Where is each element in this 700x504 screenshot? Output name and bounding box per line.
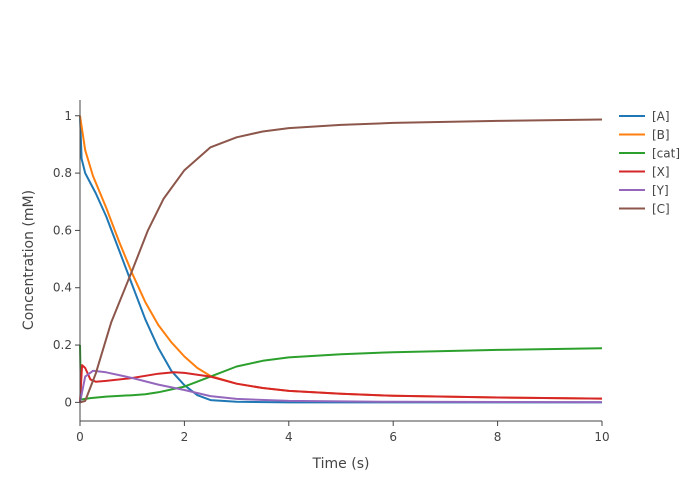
y-axis-label: Concentration (mM) (21, 190, 37, 330)
series-line-3 (79, 364, 603, 403)
x-tick-label: 8 (494, 430, 502, 444)
y-tick-label: 0.6 (53, 223, 72, 237)
legend-label-0: [A] (652, 110, 670, 124)
series-line-4 (79, 369, 603, 404)
axes: 00.20.40.60.810 2 4 6 8 10 (53, 100, 610, 444)
x-tick-label: 10 (594, 430, 609, 444)
legend-label-3: [X] (652, 165, 670, 179)
x-tick-label: 2 (181, 430, 189, 444)
y-tick-label: 0.2 (53, 338, 72, 352)
x-tick-label: 4 (285, 430, 293, 444)
x-axis-label: Time (s) (312, 456, 370, 472)
plot-area (79, 115, 603, 404)
series-line-2 (79, 344, 603, 401)
legend: [A] [B] [cat] [X] [Y] [C] (619, 110, 680, 216)
legend-label-2: [cat] (652, 147, 680, 161)
series-line-0 (79, 115, 602, 404)
y-tick-label: 1 (64, 109, 72, 123)
legend-label-4: [Y] (652, 184, 669, 198)
legend-label-5: [C] (652, 202, 670, 216)
x-tick-label: 0 (76, 430, 84, 444)
legend-label-1: [B] (652, 128, 670, 142)
series-line-5 (79, 118, 603, 404)
y-tick-label: 0.8 (53, 166, 72, 180)
series-line-1 (79, 115, 603, 400)
x-tick-label: 6 (389, 430, 397, 444)
y-tick-label: 0.4 (53, 281, 72, 295)
y-tick-label: 0 (64, 395, 72, 409)
